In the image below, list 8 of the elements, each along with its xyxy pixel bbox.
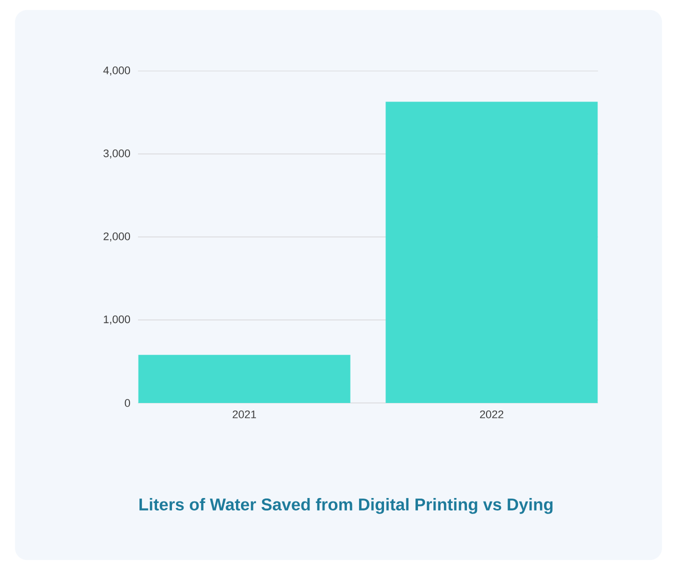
x-tick-label: 2021 — [232, 410, 256, 418]
y-tick-label: 3,000 — [103, 149, 130, 159]
x-tick-label: 2022 — [480, 410, 504, 418]
y-tick-label: 1,000 — [104, 315, 130, 325]
y-tick-label: 2,000 — [104, 232, 130, 242]
y-tick-label: 0 — [124, 399, 130, 407]
y-tick-label: 4,000 — [103, 66, 130, 76]
text: Liters of Water Saved from Digital Printing vs Dying — [139, 498, 553, 514]
